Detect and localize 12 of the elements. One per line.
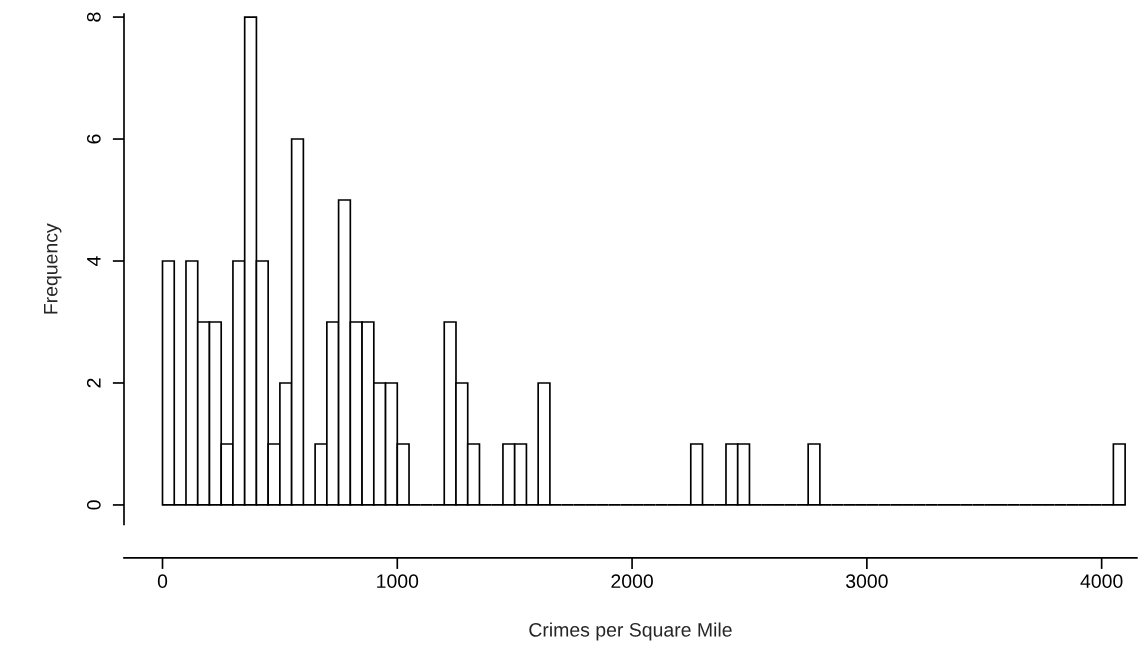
y-tick-label: 4 bbox=[87, 256, 101, 266]
x-tick-label: 0 bbox=[157, 574, 168, 589]
y-axis-title: Frequency bbox=[44, 223, 62, 314]
y-tick-label: 0 bbox=[86, 500, 101, 510]
x-tick-label: 3000 bbox=[845, 574, 888, 589]
x-tick-label: 2000 bbox=[611, 574, 653, 589]
y-tick-label: 6 bbox=[86, 134, 101, 144]
x-axis-title: Crimes per Square Mile bbox=[529, 622, 732, 641]
x-tick-label: 1000 bbox=[377, 574, 419, 589]
y-tick-label: 8 bbox=[86, 12, 101, 22]
y-tick-label: 2 bbox=[86, 378, 101, 388]
x-tick-label: 4000 bbox=[1080, 574, 1123, 589]
